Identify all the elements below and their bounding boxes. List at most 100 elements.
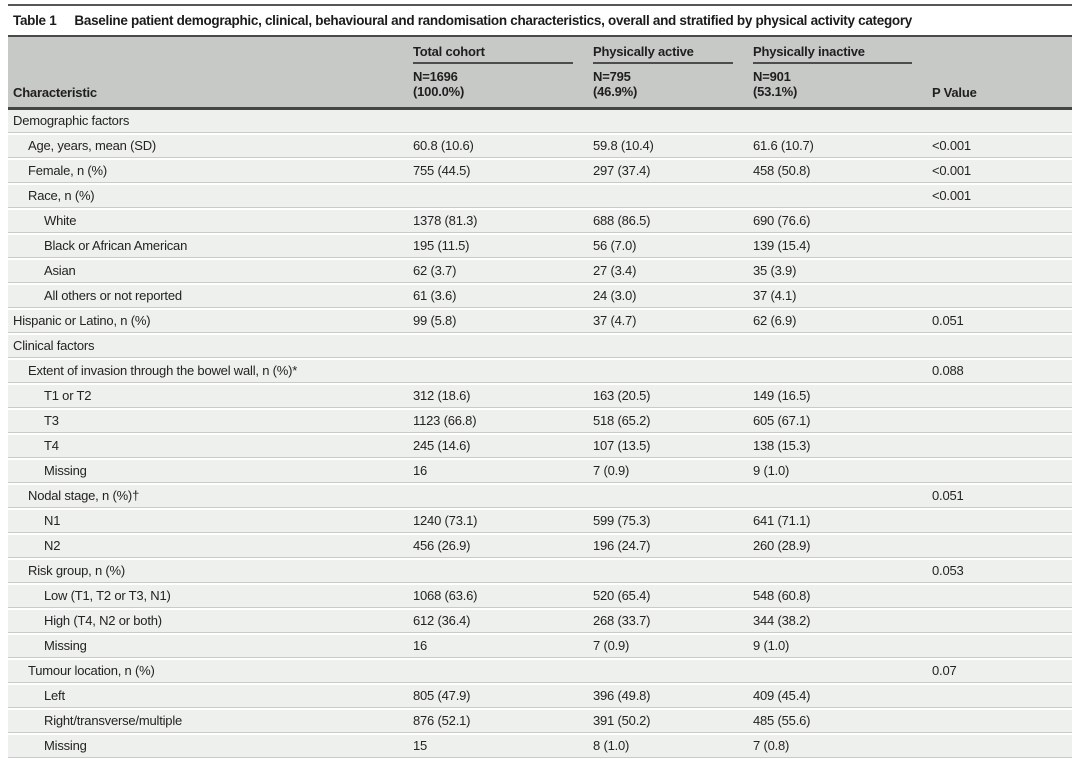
- group-pct: (46.9%): [593, 84, 638, 99]
- cell-inactive: 344 (38.2): [753, 613, 811, 628]
- cell-p: <0.001: [932, 188, 971, 203]
- cell-p: 0.051: [932, 488, 964, 503]
- cell-p: [932, 685, 1072, 710]
- cell-active: [593, 560, 753, 585]
- table-row: Hispanic or Latino, n (%) 99 (5.8) 37 (4.7…: [8, 310, 1072, 335]
- row-label: T1 or T2: [44, 388, 92, 403]
- cell-inactive: 605 (67.1): [753, 413, 811, 428]
- cell-total: 61 (3.6): [413, 288, 457, 303]
- header-bottom-rule: [8, 107, 1072, 110]
- cell-inactive: 548 (60.8): [753, 588, 811, 603]
- row-label: Missing: [44, 638, 87, 653]
- cell-p: [932, 735, 1072, 759]
- cell-total: [413, 110, 593, 135]
- table-body: Demographic factors Age, years, mean (SD)…: [8, 110, 1072, 759]
- cell-total: 1378 (81.3): [413, 213, 478, 228]
- cell-p: [932, 235, 1072, 260]
- table-row: Black or African American 195 (11.5) 56 (7…: [8, 235, 1072, 260]
- cell-active: [593, 360, 753, 385]
- row-label: Missing: [44, 738, 87, 753]
- cell-active: 27 (3.4): [593, 263, 637, 278]
- cell-total: [413, 335, 593, 360]
- cell-p: [932, 610, 1072, 635]
- cell-inactive: 138 (15.3): [753, 438, 811, 453]
- cell-p: [932, 385, 1072, 410]
- table-row: T1 or T2 312 (18.6) 163 (20.5) 149 (16.5): [8, 385, 1072, 410]
- row-label: High (T4, N2 or both): [44, 613, 162, 628]
- cell-total: [413, 185, 593, 210]
- table-row: Nodal stage, n (%)† 0.051: [8, 485, 1072, 510]
- table-row: Right/transverse/multiple 876 (52.1) 391 (…: [8, 710, 1072, 735]
- group-label: Total cohort: [413, 44, 573, 64]
- cell-inactive: 62 (6.9): [753, 313, 797, 328]
- cell-total: 612 (36.4): [413, 613, 471, 628]
- cell-total: 876 (52.1): [413, 713, 471, 728]
- cell-inactive: 61.6 (10.7): [753, 138, 814, 153]
- column-group-total-cohort: Total cohort N=1696 (100.0%): [413, 37, 593, 107]
- cell-total: 1123 (66.8): [413, 413, 477, 428]
- group-pct: (100.0%): [413, 84, 465, 99]
- group-n: N=1696: [413, 69, 458, 84]
- cell-total: [413, 485, 593, 510]
- cell-p: [932, 335, 1072, 360]
- cell-p: [932, 260, 1072, 285]
- table-row: Extent of invasion through the bowel wal…: [8, 360, 1072, 385]
- cell-total: 60.8 (10.6): [413, 138, 474, 153]
- cell-active: 297 (37.4): [593, 163, 651, 178]
- cell-active: [593, 335, 753, 360]
- cell-total: [413, 560, 593, 585]
- cell-p: 0.053: [932, 563, 964, 578]
- table-row: Clinical factors: [8, 335, 1072, 360]
- row-label: Extent of invasion through the bowel wal…: [28, 363, 298, 378]
- cell-inactive: [753, 660, 932, 685]
- table-row: Missing 16 7 (0.9) 9 (1.0): [8, 635, 1072, 660]
- table-row: N2 456 (26.9) 196 (24.7) 260 (28.9): [8, 535, 1072, 560]
- cell-active: 599 (75.3): [593, 513, 651, 528]
- table-row: High (T4, N2 or both) 612 (36.4) 268 (33.7…: [8, 610, 1072, 635]
- cell-p: [932, 635, 1072, 660]
- table-row: Left 805 (47.9) 396 (49.8) 409 (45.4): [8, 685, 1072, 710]
- cell-active: [593, 185, 753, 210]
- table-row: Demographic factors: [8, 110, 1072, 135]
- row-label: Hispanic or Latino, n (%): [13, 313, 151, 328]
- cell-total: 16: [413, 463, 428, 478]
- row-label: Age, years, mean (SD): [28, 138, 157, 153]
- table-row: White 1378 (81.3) 688 (86.5) 690 (76.6): [8, 210, 1072, 235]
- table-row: Age, years, mean (SD) 60.8 (10.6) 59.8 (10…: [8, 135, 1072, 160]
- cell-inactive: 7 (0.8): [753, 738, 790, 753]
- table-row: Risk group, n (%) 0.053: [8, 560, 1072, 585]
- cell-p: [932, 110, 1072, 135]
- cell-total: [413, 660, 593, 685]
- row-label: Black or African American: [44, 238, 188, 253]
- table-header: Characteristic Total cohort N=1696 (100.…: [8, 37, 1072, 107]
- cell-total: 99 (5.8): [413, 313, 457, 328]
- cell-total: 805 (47.9): [413, 688, 471, 703]
- cell-p: [932, 410, 1072, 435]
- cell-inactive: [753, 335, 932, 360]
- cell-active: 37 (4.7): [593, 313, 637, 328]
- cell-p: [932, 210, 1072, 235]
- cell-total: 16: [413, 638, 428, 653]
- cell-inactive: 9 (1.0): [753, 638, 790, 653]
- row-label: N2: [44, 538, 61, 553]
- row-label: White: [44, 213, 77, 228]
- cell-active: 7 (0.9): [593, 463, 630, 478]
- group-n: N=901: [753, 69, 791, 84]
- column-group-physically-inactive: Physically inactive N=901 (53.1%): [753, 37, 932, 107]
- cell-total: 312 (18.6): [413, 388, 471, 403]
- cell-active: [593, 660, 753, 685]
- cell-inactive: 260 (28.9): [753, 538, 811, 553]
- cell-inactive: [753, 560, 932, 585]
- cell-p: [932, 285, 1072, 310]
- column-header-characteristic: Characteristic: [13, 85, 97, 100]
- table-row: Female, n (%) 755 (44.5) 297 (37.4) 458 (50…: [8, 160, 1072, 185]
- cell-inactive: [753, 110, 932, 135]
- row-label: Risk group, n (%): [28, 563, 126, 578]
- row-label: Race, n (%): [28, 188, 95, 203]
- row-label: N1: [44, 513, 61, 528]
- title-bottom-rule: [8, 35, 1072, 37]
- cell-inactive: 409 (45.4): [753, 688, 811, 703]
- cell-inactive: 458 (50.8): [753, 163, 811, 178]
- group-pct: (53.1%): [753, 84, 798, 99]
